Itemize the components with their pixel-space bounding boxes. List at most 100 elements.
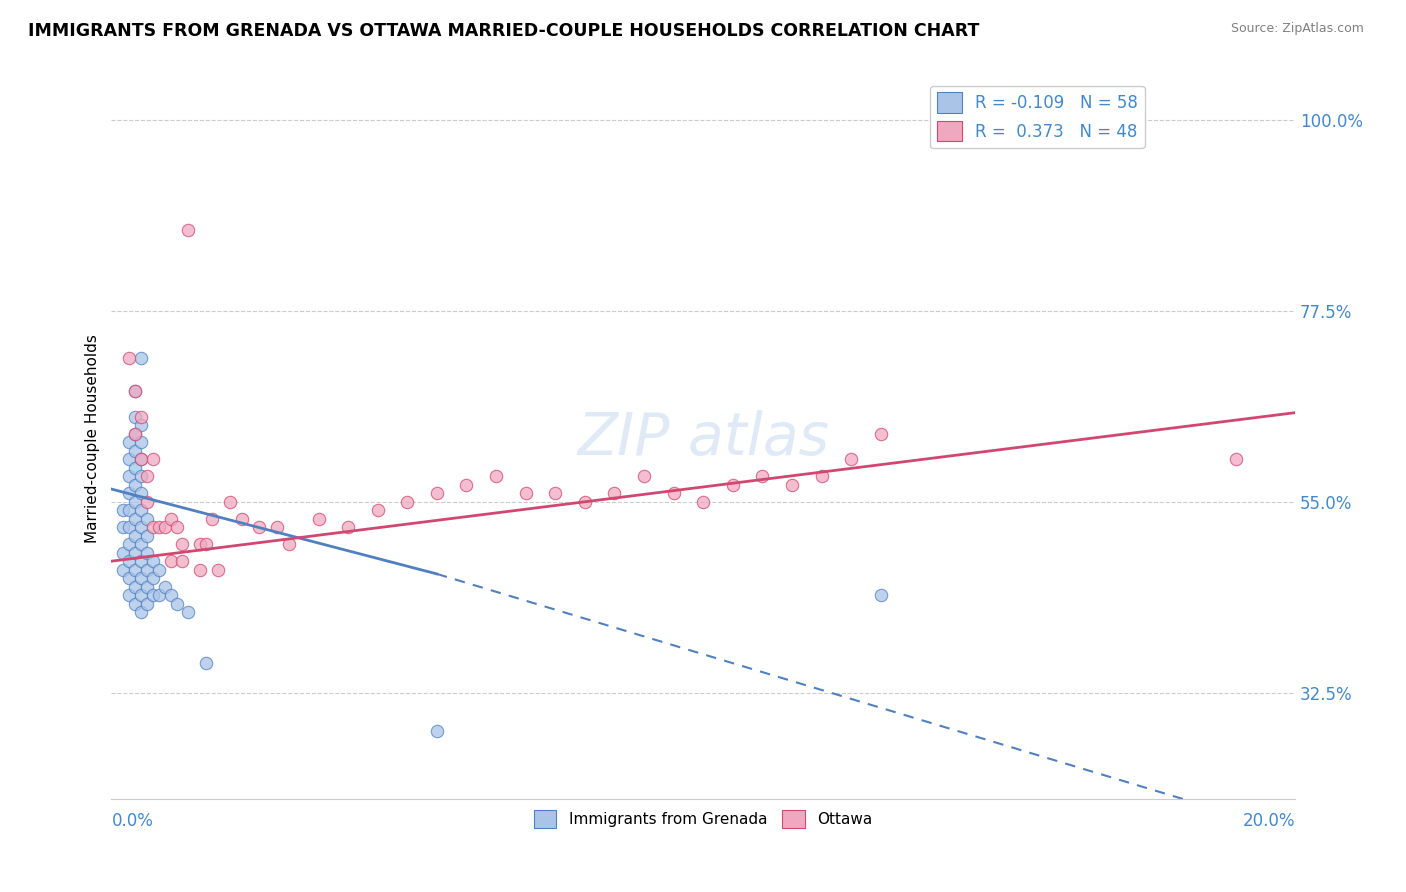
- Point: [1225, 452, 1247, 467]
- Point: [780, 478, 803, 492]
- Point: [135, 469, 157, 483]
- Point: [129, 469, 152, 483]
- Point: [166, 597, 188, 611]
- Point: [574, 495, 596, 509]
- Point: [159, 588, 181, 602]
- Point: [231, 512, 253, 526]
- Point: [124, 478, 146, 492]
- Point: [124, 529, 146, 543]
- Point: [129, 486, 152, 500]
- Point: [148, 588, 170, 602]
- Point: [633, 469, 655, 483]
- Point: [142, 520, 165, 534]
- Point: [112, 546, 135, 560]
- Point: [153, 580, 176, 594]
- Point: [218, 495, 240, 509]
- Point: [118, 537, 141, 551]
- Point: [195, 537, 218, 551]
- Point: [135, 597, 157, 611]
- Point: [129, 554, 152, 568]
- Point: [118, 503, 141, 517]
- Point: [118, 351, 141, 365]
- Y-axis label: Married-couple Households: Married-couple Households: [86, 334, 100, 542]
- Point: [124, 460, 146, 475]
- Point: [135, 563, 157, 577]
- Point: [129, 418, 152, 433]
- Point: [129, 452, 152, 467]
- Point: [129, 571, 152, 585]
- Point: [662, 486, 685, 500]
- Point: [153, 520, 176, 534]
- Point: [247, 520, 270, 534]
- Point: [456, 478, 478, 492]
- Point: [118, 452, 141, 467]
- Point: [869, 588, 891, 602]
- Point: [124, 563, 146, 577]
- Point: [129, 588, 152, 602]
- Point: [869, 426, 891, 441]
- Point: [118, 571, 141, 585]
- Text: Source: ZipAtlas.com: Source: ZipAtlas.com: [1230, 22, 1364, 36]
- Point: [124, 426, 146, 441]
- Point: [188, 563, 211, 577]
- Point: [172, 554, 194, 568]
- Point: [172, 537, 194, 551]
- Point: [426, 486, 449, 500]
- Point: [118, 469, 141, 483]
- Point: [148, 563, 170, 577]
- Point: [129, 452, 152, 467]
- Point: [124, 546, 146, 560]
- Point: [544, 486, 567, 500]
- Text: 0.0%: 0.0%: [111, 812, 153, 830]
- Point: [124, 495, 146, 509]
- Point: [485, 469, 508, 483]
- Point: [124, 512, 146, 526]
- Point: [159, 554, 181, 568]
- Text: 20.0%: 20.0%: [1243, 812, 1295, 830]
- Point: [118, 435, 141, 450]
- Point: [692, 495, 714, 509]
- Point: [118, 486, 141, 500]
- Point: [751, 469, 773, 483]
- Point: [721, 478, 744, 492]
- Point: [142, 554, 165, 568]
- Point: [166, 520, 188, 534]
- Point: [188, 537, 211, 551]
- Point: [135, 546, 157, 560]
- Point: [135, 580, 157, 594]
- Point: [201, 512, 224, 526]
- Point: [308, 512, 330, 526]
- Point: [124, 384, 146, 399]
- Point: [148, 520, 170, 534]
- Point: [118, 588, 141, 602]
- Point: [124, 426, 146, 441]
- Point: [135, 495, 157, 509]
- Point: [124, 384, 146, 399]
- Point: [142, 571, 165, 585]
- Point: [129, 520, 152, 534]
- Point: [124, 597, 146, 611]
- Point: [112, 520, 135, 534]
- Point: [278, 537, 301, 551]
- Point: [124, 580, 146, 594]
- Text: IMMIGRANTS FROM GRENADA VS OTTAWA MARRIED-COUPLE HOUSEHOLDS CORRELATION CHART: IMMIGRANTS FROM GRENADA VS OTTAWA MARRIE…: [28, 22, 980, 40]
- Point: [177, 605, 200, 619]
- Point: [129, 605, 152, 619]
- Point: [142, 588, 165, 602]
- Point: [112, 563, 135, 577]
- Point: [367, 503, 389, 517]
- Point: [207, 563, 229, 577]
- Point: [112, 503, 135, 517]
- Point: [603, 486, 626, 500]
- Point: [839, 452, 862, 467]
- Text: ZIP atlas: ZIP atlas: [578, 409, 830, 467]
- Point: [124, 443, 146, 458]
- Point: [810, 469, 832, 483]
- Point: [515, 486, 537, 500]
- Point: [159, 512, 181, 526]
- Point: [396, 495, 419, 509]
- Point: [118, 554, 141, 568]
- Point: [177, 223, 200, 237]
- Legend: Immigrants from Grenada, Ottawa: Immigrants from Grenada, Ottawa: [527, 804, 879, 835]
- Point: [135, 512, 157, 526]
